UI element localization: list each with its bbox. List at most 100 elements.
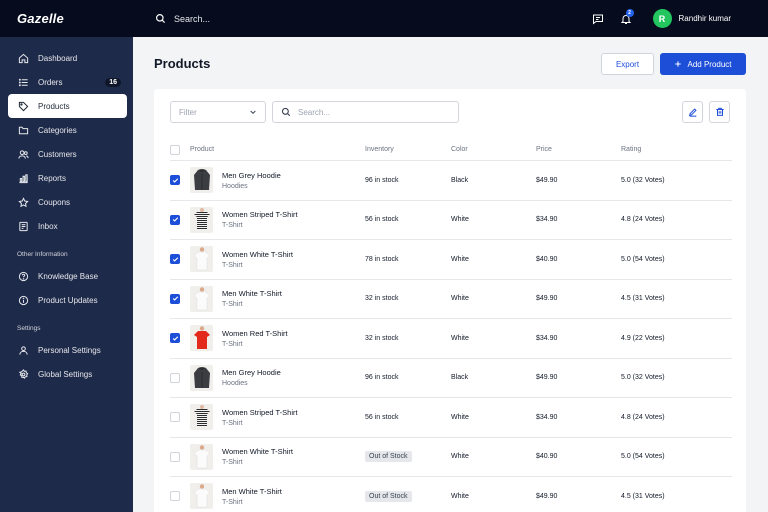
table-row[interactable]: Women Red T-Shirt T-Shirt 32 in stock White… (170, 319, 732, 359)
brand-logo[interactable]: Gazelle (17, 11, 64, 26)
column-header-inventory[interactable]: Inventory (365, 146, 394, 153)
row-checkbox[interactable] (170, 333, 180, 344)
notifications-button[interactable]: 2 (613, 6, 639, 32)
inventory-value: 32 in stock (365, 295, 399, 303)
check-icon (172, 216, 179, 223)
chart-icon (19, 173, 28, 183)
user-icon (19, 345, 28, 355)
section-label-settings: Settings (17, 325, 41, 332)
sidebar-item-reports[interactable]: Reports (8, 166, 127, 190)
row-checkbox[interactable] (170, 293, 180, 304)
table-row[interactable]: Men Grey Hoodie Hoodies 96 in stock Black $4… (170, 359, 732, 398)
column-header-rating[interactable]: Rating (621, 146, 642, 153)
add-product-label: Add Product (687, 59, 732, 69)
rating-value: 5.0 (32 Votes) (621, 374, 665, 382)
sidebar: Dashboard Orders 16 Products Categories … (0, 37, 133, 512)
products-table: Product Inventory Color Price Rating Men… (170, 139, 732, 512)
sidebar-item-customers[interactable]: Customers (8, 142, 127, 166)
product-name[interactable]: Men White T-Shirt (222, 289, 282, 299)
filter-select[interactable]: Filter (170, 101, 266, 123)
product-name[interactable]: Women White T-Shirt (222, 249, 293, 259)
sidebar-item-categories[interactable]: Categories (8, 118, 127, 142)
product-thumbnail (190, 364, 213, 391)
users-icon (18, 149, 29, 159)
rating-value: 4.5 (31 Votes) (621, 492, 665, 500)
column-header-product[interactable]: Product (190, 146, 215, 153)
row-checkbox[interactable] (170, 491, 180, 502)
color-value: White (451, 334, 469, 342)
table-row[interactable]: Women Striped T-Shirt T-Shirt 56 in stock W… (170, 398, 732, 438)
home-icon (18, 53, 29, 63)
sidebar-item-inbox[interactable]: Inbox (8, 214, 127, 238)
row-checkbox[interactable] (170, 412, 180, 423)
star-icon (18, 196, 29, 207)
row-checkbox[interactable] (170, 254, 180, 265)
row-checkbox[interactable] (170, 175, 180, 186)
table-row[interactable]: Men White T-Shirt T-Shirt 32 in stock White… (170, 280, 732, 319)
price-value: $34.90 (536, 413, 558, 421)
delete-button[interactable] (709, 101, 730, 123)
row-checkbox[interactable] (170, 451, 180, 462)
sidebar-item-knowledge-base[interactable]: Knowledge Base (8, 264, 127, 288)
product-search-input[interactable] (298, 107, 448, 117)
page-title: Products (154, 56, 211, 71)
products-card: Filter Product Inventory Color Price Rat… (154, 89, 746, 512)
product-category: T-Shirt (222, 459, 243, 467)
sidebar-item-label: Customers (38, 149, 77, 159)
table-row[interactable]: Women Striped T-Shirt T-Shirt 56 in stock W… (170, 201, 732, 240)
inventory-value: 78 in stock (365, 255, 399, 263)
product-thumbnail (190, 443, 213, 470)
product-search[interactable] (272, 101, 459, 123)
sidebar-item-product-updates[interactable]: Product Updates (8, 288, 127, 312)
product-name[interactable]: Men Grey Hoodie (222, 170, 281, 180)
product-name[interactable]: Men Grey Hoodie (222, 368, 281, 378)
sidebar-item-global-settings[interactable]: Global Settings (8, 362, 127, 386)
top-search[interactable] (155, 13, 334, 24)
rating-value: 5.0 (54 Votes) (621, 255, 665, 263)
table-row[interactable]: Men White T-Shirt T-Shirt Out of Stock Whit… (170, 477, 732, 512)
product-category: Hoodies (222, 380, 248, 388)
color-value: White (451, 492, 469, 500)
sidebar-item-label: Orders (38, 77, 63, 87)
add-product-button[interactable]: Add Product (660, 53, 746, 75)
row-checkbox[interactable] (170, 372, 180, 383)
column-header-price[interactable]: Price (536, 146, 552, 153)
price-value: $40.90 (536, 453, 558, 461)
product-category: Hoodies (222, 182, 248, 190)
rating-value: 5.0 (32 Votes) (621, 176, 665, 184)
color-value: White (451, 413, 469, 421)
sidebar-item-dashboard[interactable]: Dashboard (8, 46, 127, 70)
inventory-value: 56 in stock (365, 413, 399, 421)
messages-button[interactable] (585, 6, 611, 32)
export-button[interactable]: Export (601, 53, 654, 75)
edit-button[interactable] (682, 101, 703, 123)
sidebar-item-personal-settings[interactable]: Personal Settings (8, 338, 127, 362)
rating-value: 4.8 (24 Votes) (621, 413, 665, 421)
table-row[interactable]: Men Grey Hoodie Hoodies 96 in stock Black $4… (170, 161, 732, 201)
top-search-input[interactable] (174, 13, 334, 24)
help-icon (18, 271, 29, 281)
price-value: $49.90 (536, 176, 558, 184)
gear-icon (18, 368, 29, 379)
table-row[interactable]: Women White T-Shirt T-Shirt Out of Stock Wh… (170, 438, 732, 477)
product-name[interactable]: Women White T-Shirt (222, 447, 293, 457)
product-name[interactable]: Men White T-Shirt (222, 486, 282, 496)
user-menu[interactable]: R Randhir kumar (652, 9, 731, 28)
search-icon (281, 107, 291, 117)
price-value: $40.90 (536, 255, 558, 263)
product-name[interactable]: Women Striped T-Shirt (222, 210, 298, 220)
column-header-color[interactable]: Color (451, 146, 468, 153)
rating-value: 4.8 (24 Votes) (621, 216, 665, 224)
inbox-icon (19, 221, 28, 231)
sidebar-item-coupons[interactable]: Coupons (8, 190, 127, 214)
section-label-other: Other Information (17, 251, 68, 258)
row-checkbox[interactable] (170, 214, 180, 225)
color-value: Black (451, 374, 469, 382)
product-name[interactable]: Women Red T-Shirt (222, 328, 288, 338)
select-all-checkbox[interactable] (170, 144, 180, 155)
product-name[interactable]: Women Striped T-Shirt (222, 407, 298, 417)
product-category: T-Shirt (222, 301, 243, 309)
sidebar-item-orders[interactable]: Orders 16 (8, 70, 127, 94)
sidebar-item-products[interactable]: Products (8, 94, 127, 118)
table-row[interactable]: Women White T-Shirt T-Shirt 78 in stock Whi… (170, 240, 732, 280)
